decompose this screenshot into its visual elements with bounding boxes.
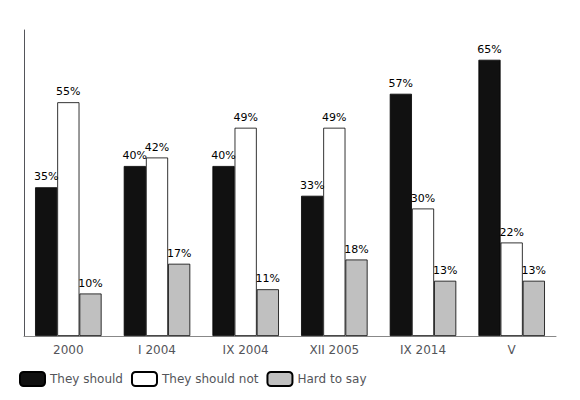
svg-text:XII 2005: XII 2005 [310,343,360,357]
svg-text:IX 2004: IX 2004 [223,343,269,357]
svg-text:17%: 17% [167,247,191,260]
svg-text:IX 2014: IX 2014 [400,343,446,357]
svg-text:V: V [508,343,517,357]
svg-text:55%: 55% [56,85,80,98]
svg-text:33%: 33% [300,179,324,192]
svg-text:10%: 10% [78,277,102,290]
svg-text:I 2004: I 2004 [138,343,176,357]
svg-text:Hard to say: Hard to say [297,372,366,386]
svg-text:13%: 13% [433,264,457,277]
svg-text:57%: 57% [389,77,413,90]
svg-text:40%: 40% [211,149,235,162]
svg-text:65%: 65% [477,43,501,56]
svg-text:2000: 2000 [53,343,84,357]
svg-text:40%: 40% [123,149,147,162]
svg-text:They should not: They should not [161,372,259,386]
svg-text:11%: 11% [256,272,280,285]
svg-text:49%: 49% [233,111,257,124]
svg-text:42%: 42% [145,141,169,154]
svg-text:49%: 49% [322,111,346,124]
svg-text:They should: They should [49,372,123,386]
svg-text:35%: 35% [34,170,58,183]
svg-text:18%: 18% [344,243,368,256]
svg-text:22%: 22% [499,226,523,239]
svg-text:13%: 13% [522,264,546,277]
svg-text:30%: 30% [411,192,435,205]
